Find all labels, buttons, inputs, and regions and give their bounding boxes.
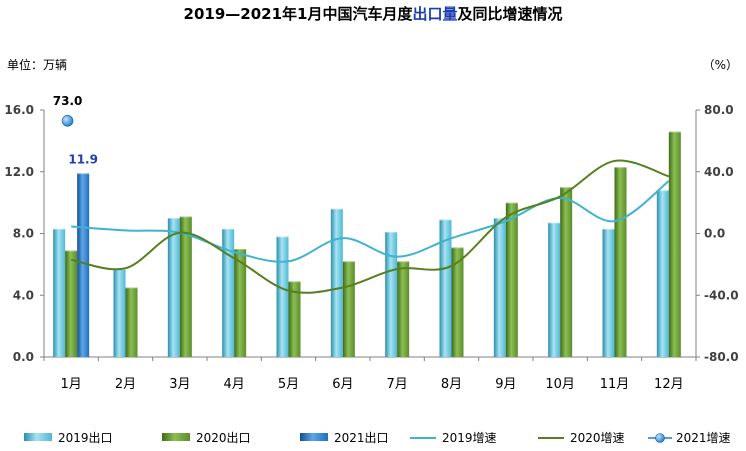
bar-2019出口 [548, 222, 561, 357]
bar-cap-2019出口 [548, 220, 561, 224]
bar-cap-2020出口 [342, 259, 355, 263]
left-tick-label: 8.0 [13, 227, 34, 241]
bar-2020出口 [505, 202, 518, 357]
bar-2019出口 [276, 236, 289, 357]
bar-2019出口 [330, 208, 343, 357]
bar-2019出口 [53, 228, 66, 357]
right-tick-label: 40.0 [704, 165, 734, 179]
bar-2019出口 [167, 218, 180, 357]
x-tick-label: 8月 [441, 377, 462, 392]
bar-2019出口 [113, 269, 126, 357]
bar-cap-2019出口 [493, 216, 506, 220]
x-tick-label: 5月 [278, 377, 299, 392]
chart-title-part-1: 2019—2021年1月中国汽车月度 [184, 5, 414, 23]
line-2019增速 [71, 180, 670, 263]
bar-2020出口 [614, 167, 627, 357]
point-2021增速 [61, 115, 74, 127]
left-axis-unit: 单位：万辆 [7, 57, 67, 72]
right-axis-unit: （%） [703, 58, 738, 72]
x-tick-label: 3月 [169, 377, 190, 392]
x-tick-label: 1月 [61, 377, 82, 392]
left-tick-label: 0.0 [13, 350, 34, 364]
bar-2020出口 [65, 250, 78, 357]
legend-label-2021出口: 2021出口 [334, 431, 389, 445]
bar-cap-2020出口 [288, 279, 301, 283]
left-tick-label: 16.0 [4, 103, 34, 117]
right-tick-label: -40.0 [704, 288, 739, 302]
bar-2019出口 [656, 190, 669, 357]
right-tick-label: 0.0 [704, 227, 725, 241]
left-tick-label: 4.0 [13, 288, 34, 302]
x-tick-label: 9月 [495, 377, 516, 392]
x-tick-label: 6月 [332, 377, 353, 392]
bar-cap-2019出口 [222, 226, 235, 230]
x-tick-label: 2月 [115, 377, 136, 392]
bar-2020出口 [234, 248, 247, 357]
bar-cap-2020出口 [234, 246, 247, 250]
legend-swatch-2021增速 [655, 433, 665, 443]
bar-cap-2020出口 [614, 165, 627, 169]
x-tick-label: 11月 [600, 377, 630, 392]
bar-2021出口 [77, 173, 90, 357]
bar-2020出口 [560, 187, 573, 357]
bar-2019出口 [385, 231, 398, 357]
bar-cap-2019出口 [439, 217, 452, 221]
line-2020增速 [70, 159, 670, 294]
legend-swatch-2021出口 [300, 433, 328, 441]
legend-label-2021增速: 2021增速 [676, 431, 731, 445]
legend-label-2020增速: 2020增速 [570, 431, 625, 445]
bar-cap-2019出口 [385, 229, 398, 233]
data-label-2021出口: 11.9 [68, 152, 98, 166]
legend-label-2020出口: 2020出口 [196, 431, 251, 445]
bar-cap-2019出口 [602, 226, 615, 230]
left-tick-label: 12.0 [4, 165, 34, 179]
right-tick-label: 80.0 [704, 103, 734, 117]
bar-cap-2019出口 [656, 188, 669, 192]
bar-cap-2020出口 [560, 185, 573, 189]
bar-cap-2020出口 [505, 200, 518, 204]
bar-cap-2021出口 [77, 171, 90, 175]
bar-cap-2019出口 [53, 226, 66, 230]
bar-2020出口 [397, 261, 410, 357]
bar-2019出口 [222, 228, 235, 357]
data-label-2021增速: 73.0 [53, 94, 83, 108]
bar-cap-2020出口 [125, 285, 138, 289]
bar-cap-2020出口 [179, 214, 192, 218]
bar-cap-2019出口 [330, 206, 343, 210]
bar-2019出口 [493, 218, 506, 357]
bar-2019出口 [602, 228, 615, 357]
bar-cap-2020出口 [451, 245, 464, 249]
bar-2020出口 [125, 287, 138, 357]
bar-2020出口 [288, 281, 301, 357]
x-tick-label: 10月 [545, 377, 575, 392]
bar-2020出口 [179, 216, 192, 357]
bar-cap-2019出口 [167, 216, 180, 220]
bar-2020出口 [342, 261, 355, 357]
bar-2020出口 [451, 247, 464, 357]
plot-area: 0.0 4.0 8.0 12.0 16.0 -80.0 -40.0 0.0 40.0 80.0 1月… [4, 94, 738, 392]
bar-cap-2020出口 [668, 129, 681, 133]
bar-2020出口 [668, 131, 681, 357]
bar-2019出口 [439, 219, 452, 357]
right-tick-label: -80.0 [704, 350, 739, 364]
bar-cap-2020出口 [397, 259, 410, 263]
bar-cap-2019出口 [276, 234, 289, 238]
x-tick-label: 7月 [387, 377, 408, 392]
legend-label-2019增速: 2019增速 [442, 431, 497, 445]
legend-label-2019出口: 2019出口 [58, 431, 113, 445]
chart-title-part-2: 出口量 [412, 5, 457, 23]
legend-swatch-2020出口 [162, 433, 190, 441]
legend-swatch-2019出口 [24, 433, 52, 441]
legend: 2019出口 2020出口 2021出口 2019增速 2020增速 2021增速 [24, 431, 731, 445]
chart-title: 2019—2021年1月中国汽车月度出口量及同比增速情况 [184, 5, 563, 23]
chart-title-part-3: 及同比增速情况 [457, 5, 562, 23]
x-tick-label: 12月 [654, 377, 684, 392]
x-tick-label: 4月 [224, 377, 245, 392]
bar-cap-2020出口 [65, 248, 78, 252]
